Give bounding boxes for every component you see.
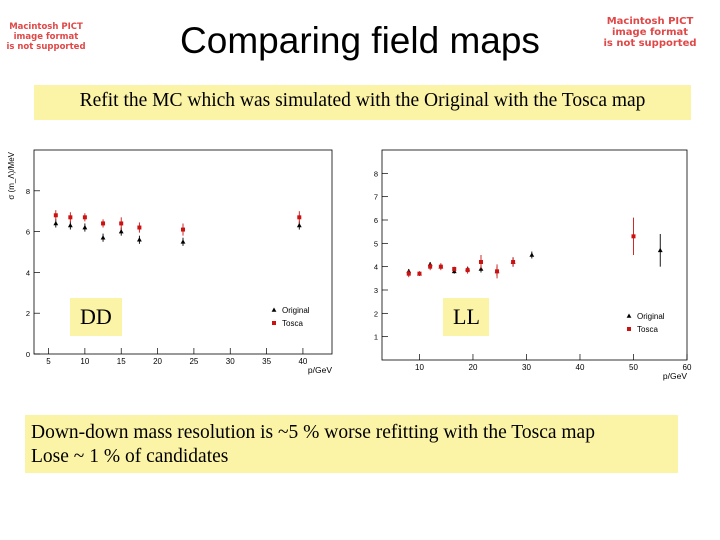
data-point-tosca xyxy=(438,264,443,269)
data-point-original xyxy=(529,252,535,257)
y-tick-label: 1 xyxy=(374,333,378,342)
legend-marker-tosca xyxy=(627,327,631,331)
legend-marker-original xyxy=(626,313,632,318)
x-tick-label: 10 xyxy=(80,357,89,366)
legend-label: Original xyxy=(282,306,310,315)
series-original xyxy=(406,234,663,276)
x-tick-label: 5 xyxy=(46,357,51,366)
data-point-original xyxy=(136,237,142,242)
data-point-tosca xyxy=(511,260,516,264)
y-tick-label: 4 xyxy=(374,263,378,272)
y-tick-label: 8 xyxy=(26,187,30,196)
pict-left-line-3: is not supported xyxy=(6,42,86,52)
data-point-tosca xyxy=(478,260,483,264)
data-point-tosca xyxy=(53,213,58,218)
legend-label: Original xyxy=(637,312,665,321)
pict-right-line-3: is not supported xyxy=(603,38,697,49)
y-tick-label: 2 xyxy=(26,309,30,318)
y-tick-label: 8 xyxy=(374,169,378,178)
chart-tag-dd: DD xyxy=(70,298,122,336)
data-point-tosca xyxy=(452,267,457,271)
x-tick-label: 25 xyxy=(189,357,198,366)
slide-title: Comparing field maps xyxy=(180,20,540,61)
data-point-original xyxy=(180,239,186,244)
y-tick-label: 0 xyxy=(26,350,30,359)
data-point-tosca xyxy=(428,264,433,269)
data-point-original xyxy=(657,247,663,253)
pict-right-line-1: Macintosh PICT xyxy=(606,16,694,27)
summary-line-2: Lose ~ 1 % of candidates xyxy=(31,446,229,467)
chart-tag-ll: LL xyxy=(443,298,489,336)
subtitle-note: Refit the MC which was simulated with th… xyxy=(34,85,691,120)
pict-right-line-2: image format xyxy=(611,27,689,38)
pict-left-line-2: image format xyxy=(13,32,79,42)
data-point-tosca xyxy=(465,268,470,273)
data-point-tosca xyxy=(82,215,87,220)
x-axis-label: p/GeV xyxy=(308,365,332,375)
y-tick-label: 6 xyxy=(26,228,30,237)
series-original xyxy=(53,219,302,246)
data-point-tosca xyxy=(297,215,302,220)
y-tick-label: 7 xyxy=(374,193,378,202)
x-tick-label: 35 xyxy=(262,357,271,366)
legend-marker-original xyxy=(271,307,277,312)
y-tick-label: 4 xyxy=(26,268,30,277)
x-tick-label: 15 xyxy=(117,357,126,366)
legend-label: Tosca xyxy=(637,325,658,334)
data-point-original xyxy=(53,220,59,226)
data-point-tosca xyxy=(406,271,411,276)
data-point-tosca xyxy=(68,215,73,220)
chart-dd: 5 10 15 20 25 30 35 40 0 2 4 6 8 p/GeV σ (m_Λ)/MeV Orig… xyxy=(7,149,333,375)
data-point-tosca xyxy=(101,221,106,226)
x-axis-label: p/GeV xyxy=(663,371,687,381)
plot-frame xyxy=(33,149,333,355)
data-point-tosca xyxy=(119,221,124,226)
summary-line-1: Down-down mass resolution is ~5 % worse … xyxy=(31,422,595,443)
x-tick-label: 30 xyxy=(226,357,235,366)
data-point-original xyxy=(296,222,302,228)
data-point-original xyxy=(100,235,106,240)
y-tick-label: 6 xyxy=(374,216,378,225)
data-point-tosca xyxy=(631,234,636,239)
pict-left-line-1: Macintosh PICT xyxy=(9,22,83,32)
y-tick-label: 2 xyxy=(374,309,378,318)
data-point-tosca xyxy=(137,225,142,230)
x-tick-label: 20 xyxy=(153,357,162,366)
y-tick-label: 3 xyxy=(374,286,378,295)
data-point-tosca xyxy=(181,227,185,232)
pict-placeholder-right: Macintosh PICT image format is not suppo… xyxy=(588,16,712,49)
x-tick-label: 50 xyxy=(629,363,638,372)
y-tick-label: 5 xyxy=(374,239,378,248)
data-point-original xyxy=(118,229,124,234)
series-tosca xyxy=(53,210,302,236)
x-tick-label: 30 xyxy=(522,363,531,372)
plot-frame xyxy=(381,149,688,361)
x-tick-label: 10 xyxy=(415,363,424,372)
legend-label: Tosca xyxy=(282,319,303,328)
legend-marker-tosca xyxy=(272,321,276,325)
pict-placeholder-left: Macintosh PICT image format is not suppo… xyxy=(6,22,86,52)
x-tick-label: 60 xyxy=(683,363,692,372)
x-tick-label: 40 xyxy=(298,357,307,366)
y-axis-label: σ (m_Λ)/MeV xyxy=(7,151,16,199)
data-point-tosca xyxy=(417,271,422,276)
data-point-original xyxy=(82,224,88,230)
x-tick-label: 40 xyxy=(576,363,585,372)
data-point-tosca xyxy=(495,269,500,274)
summary-note: Down-down mass resolution is ~5 % worse … xyxy=(25,415,678,473)
data-point-original xyxy=(67,222,73,228)
series-tosca xyxy=(406,217,636,279)
x-tick-label: 20 xyxy=(469,363,478,372)
